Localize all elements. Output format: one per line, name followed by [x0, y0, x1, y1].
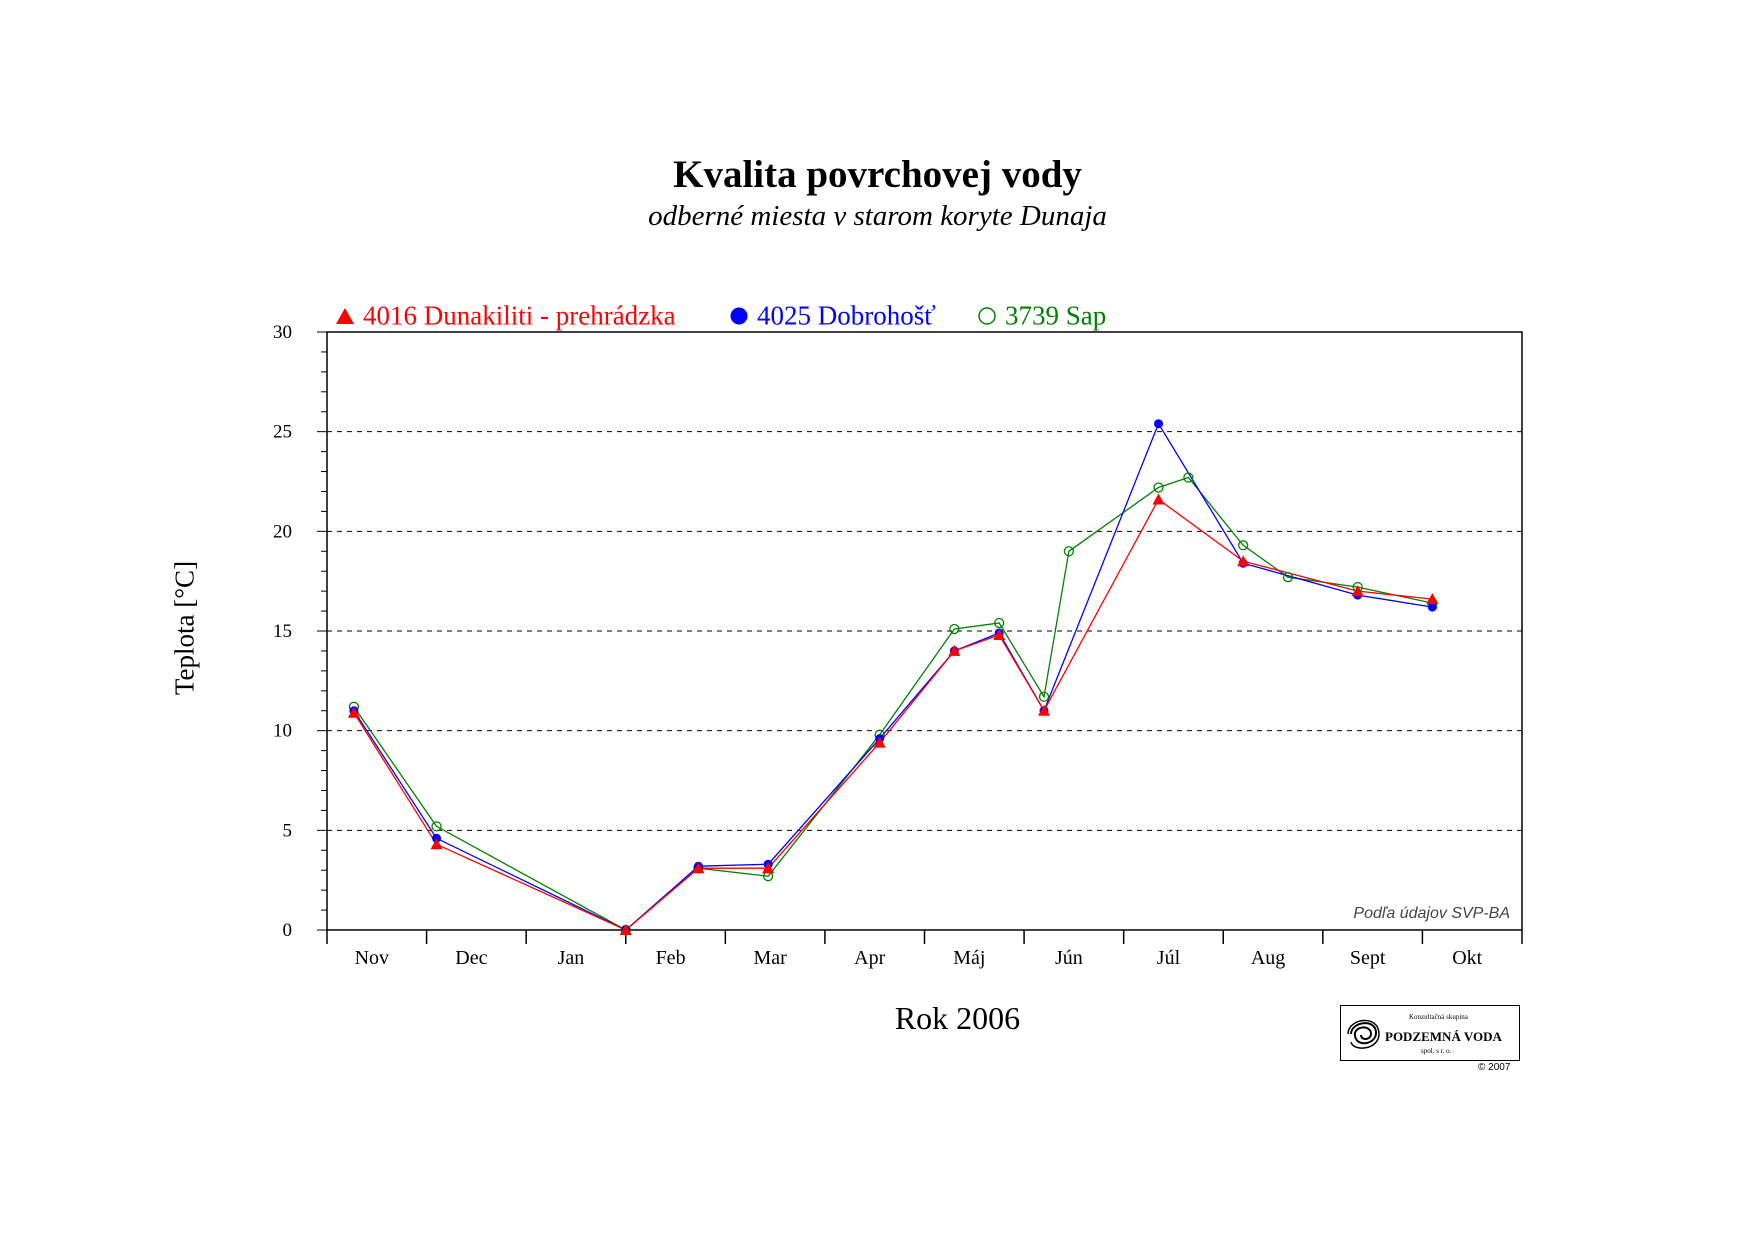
x-tick-label: Sept	[1350, 947, 1386, 969]
y-tick-labels: 0 5 10 15 20 25 30	[273, 322, 292, 941]
y-tick-label: 10	[273, 721, 292, 742]
y-tick-label: 30	[273, 322, 292, 343]
y-tick-label: 15	[273, 621, 292, 642]
open-circle-marker-icon	[978, 307, 996, 325]
series-line	[353, 422, 1433, 931]
data-point-triangle	[347, 706, 360, 718]
logo-company-name: PODZEMNÁ VODA	[1385, 1029, 1502, 1044]
x-tick-label: Aug	[1251, 947, 1285, 969]
x-tick-label: Okt	[1452, 947, 1482, 969]
legend-label-sap: 3739 Sap	[1005, 300, 1107, 331]
x-tick-label: Feb	[656, 947, 686, 969]
x-tick-label: Dec	[455, 947, 487, 969]
triangle-marker-icon	[336, 307, 354, 324]
data-point-open-circle	[1153, 482, 1164, 493]
legend-entry-dunakiliti: 4016 Dunakiliti - prehrádzka	[335, 298, 676, 331]
chart-subtitle: odberné miesta v starom koryte Dunaja	[648, 200, 1107, 232]
logo-top-text: Konzultačná skupina	[1409, 1013, 1468, 1021]
x-tick-label: Jún	[1055, 947, 1083, 969]
x-tick-label: Nov	[355, 947, 389, 969]
plot-frame	[326, 331, 1523, 931]
chart-title: Kvalita povrchovej vody	[673, 153, 1082, 196]
data-point-triangle	[1038, 704, 1050, 716]
y-tick-label: 20	[273, 521, 292, 542]
data-point-triangle	[993, 628, 1006, 640]
data-point-triangle	[873, 736, 886, 748]
data-point-triangle	[1351, 585, 1364, 597]
y-tick-label: 5	[283, 820, 293, 841]
data-point-triangle	[619, 924, 632, 935]
copyright-text: © 2007	[1478, 1062, 1511, 1073]
filled-circle-marker-icon	[730, 307, 748, 325]
x-tick-label: Apr	[854, 947, 885, 969]
x-tick-label: Máj	[953, 947, 985, 969]
x-axis-label: Rok 2006	[894, 1000, 1021, 1036]
series-markers	[347, 419, 1439, 936]
data-point-triangle	[692, 862, 705, 874]
series-lines	[353, 422, 1433, 931]
legend-label-dobrohost: 4025 Dobrohošť	[757, 300, 936, 331]
data-point-triangle	[948, 644, 961, 656]
data-point-triangle	[1152, 493, 1165, 505]
x-tick-label: Jan	[558, 947, 585, 969]
series-line	[353, 476, 1433, 931]
data-point-open-circle	[994, 617, 1005, 629]
data-source-credit: Podľa údajov SVP-BA	[1353, 905, 1510, 922]
logo-bottom-text: spol. s r. o.	[1421, 1047, 1452, 1055]
water-swirl-icon	[1347, 1019, 1380, 1049]
data-point-filled-circle	[1427, 602, 1437, 612]
data-point-open-circle	[1238, 540, 1249, 551]
data-point-triangle	[1426, 593, 1439, 605]
company-logo: Konzultačná skupina PODZEMNÁ VODA spol. …	[1340, 1005, 1520, 1061]
x-tick-label: Mar	[753, 947, 787, 969]
legend-entry-dobrohost: 4025 Dobrohošť	[729, 298, 936, 331]
data-point-open-circle	[949, 623, 960, 635]
axes	[317, 331, 1523, 944]
data-point-open-circle	[1282, 572, 1294, 583]
data-point-open-circle	[1183, 472, 1194, 483]
data-point-open-circle	[431, 821, 442, 832]
y-tick-label: 25	[273, 422, 292, 443]
y-axis-label: Teplota [°C]	[169, 560, 200, 696]
x-tick-label: Júl	[1157, 947, 1181, 969]
data-point-open-circle	[1063, 546, 1075, 557]
x-tick-labels: Nov Dec Jan Feb Mar Apr Máj Jún Júl Aug Sept Okt	[355, 947, 1483, 969]
data-point-triangle	[430, 838, 443, 850]
data-point-open-circle	[1038, 691, 1050, 702]
legend-entry-sap: 3739 Sap	[977, 298, 1106, 331]
data-point-triangle	[762, 862, 775, 874]
data-point-triangle	[1237, 555, 1250, 567]
legend-label-dunakiliti: 4016 Dunakiliti - prehrádzka	[363, 300, 676, 331]
y-tick-label: 0	[283, 920, 293, 941]
data-point-filled-circle	[1154, 419, 1164, 429]
grid-lines	[327, 431, 1522, 831]
